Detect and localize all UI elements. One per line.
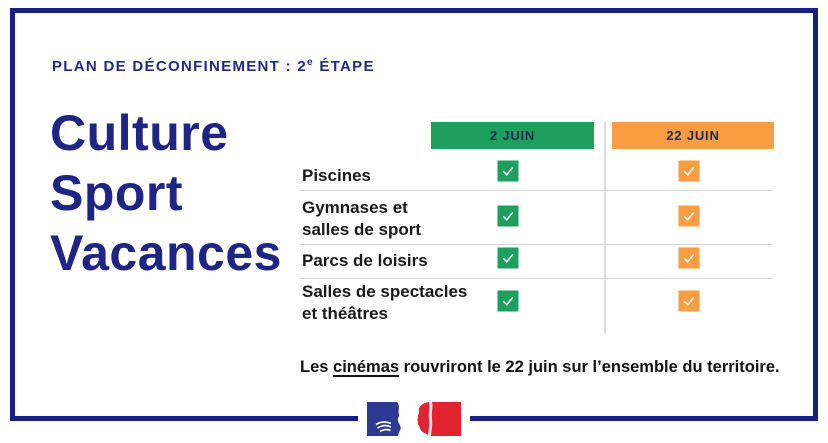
row-divider	[300, 190, 772, 191]
row-label-line: Gymnases et	[302, 197, 408, 217]
french-republic-logo	[358, 401, 470, 437]
kicker-title: PLAN DE DÉCONFINEMENT : 2e ÉTAPE	[52, 57, 375, 75]
checkmark-icon	[678, 290, 700, 312]
note-suffix: rouvriront le 22 juin sur l’ensemble du …	[399, 358, 780, 376]
row-divider	[300, 278, 772, 279]
title-line-vacances: Vacances	[50, 225, 282, 281]
checkmark-icon	[497, 160, 519, 182]
checkmark-icon	[678, 247, 700, 269]
cinema-note: Les cinémas rouvriront le 22 juin sur l’…	[300, 358, 780, 377]
marianne-flag-icon	[367, 402, 461, 436]
checkmark-icon	[497, 290, 519, 312]
checkmark-icon	[678, 160, 700, 182]
row-label-parcs: Parcs de loisirs	[302, 250, 428, 272]
checkmark-icon	[678, 205, 700, 227]
checkmark-icon	[497, 205, 519, 227]
kicker-prefix: PLAN DE DÉCONFINEMENT : 2	[52, 58, 308, 75]
row-label-line: Salles de spectacles	[302, 281, 468, 301]
checkbox-checked-icon	[678, 160, 706, 188]
row-divider	[300, 244, 772, 245]
column-divider	[604, 122, 606, 333]
page-title: Culture Sport Vacances	[50, 103, 282, 283]
kicker-suffix: ÉTAPE	[313, 58, 375, 75]
checkbox-checked-icon	[678, 247, 706, 275]
checkbox-checked-icon	[497, 290, 525, 318]
checkbox-checked-icon	[678, 205, 706, 233]
checkmark-icon	[497, 247, 519, 269]
column-header-22-juin: 22 JUIN	[612, 122, 774, 149]
checkbox-checked-icon	[497, 205, 525, 233]
checkbox-checked-icon	[497, 160, 525, 188]
checkbox-checked-icon	[497, 247, 525, 275]
column-header-2-juin: 2 JUIN	[431, 122, 594, 149]
note-prefix: Les	[300, 358, 334, 376]
row-label-line: Parcs de loisirs	[302, 250, 428, 270]
row-label-spectacles: Salles de spectacles et théâtres	[302, 281, 467, 325]
note-underlined-word: cinémas	[333, 358, 400, 376]
row-label-line: et théâtres	[302, 304, 388, 323]
checkbox-checked-icon	[678, 290, 706, 318]
title-line-sport: Sport	[50, 165, 184, 221]
row-label-piscines: Piscines	[302, 165, 371, 187]
row-label-gymnases: Gymnases et salles de sport	[302, 197, 421, 241]
row-label-line: salles de sport	[302, 220, 422, 239]
title-line-culture: Culture	[50, 105, 229, 161]
row-label-line: Piscines	[302, 165, 371, 185]
kicker-superscript: e	[307, 57, 314, 68]
